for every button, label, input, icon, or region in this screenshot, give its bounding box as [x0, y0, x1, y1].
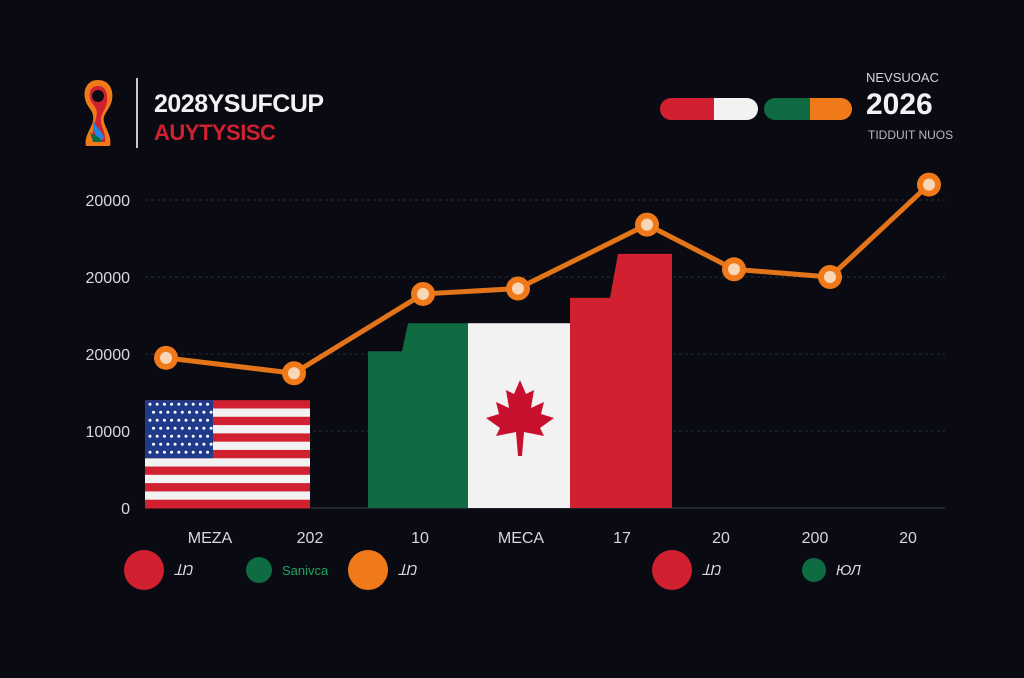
- x-tick-label: 202: [297, 530, 324, 547]
- header: 2028YSUFCUP AUYTYSISC NEVSUOAC 2026 TIDD…: [0, 0, 1024, 170]
- legend-item: ꞱŊ: [124, 550, 193, 590]
- line-point-center: [512, 282, 524, 295]
- y-tick-label: 0: [121, 501, 130, 518]
- y-tick-label: 20000: [86, 193, 131, 210]
- legend-label: ꞱŊ: [398, 562, 418, 579]
- x-tick-label: 10: [411, 530, 429, 547]
- legend-swatch-icon: [348, 550, 388, 590]
- x-tick-label: 17: [613, 530, 631, 547]
- legend: ꞱŊ Sanivca ꞱŊ ꞱŊ ЮЛ: [0, 540, 1024, 600]
- y-tick-label: 10000: [86, 424, 131, 441]
- page-subtitle: AUYTYSISC: [154, 120, 276, 145]
- x-tick-label: 20: [712, 530, 730, 547]
- line-point-center: [160, 351, 172, 364]
- legend-label: Sanivca: [282, 562, 329, 578]
- y-tick-label: 20000: [86, 347, 131, 364]
- chart: 0 10000 20000 20000 20000 MEZA 202 10 MEСA 17 20 20…: [86, 172, 945, 547]
- bar-mexico-green: [368, 323, 468, 508]
- year-subcaption: TIDDUIT NUOS: [868, 128, 954, 142]
- year-caption: NEVSUOAC: [866, 70, 939, 85]
- legend-item: ЮЛ: [802, 558, 861, 582]
- legend-item: ꞱŊ: [348, 550, 417, 590]
- line-point-center: [641, 218, 653, 231]
- line-point-center: [288, 367, 300, 380]
- bar-usa-flag: [145, 400, 310, 509]
- legend-label: ꞱŊ: [702, 562, 722, 579]
- legend-label: ЮЛ: [836, 561, 861, 579]
- legend-swatch-icon: [124, 550, 164, 590]
- year-label: 2026: [866, 88, 933, 121]
- header-divider: [136, 78, 138, 148]
- x-tick-label: MEСA: [498, 530, 545, 547]
- line-point-center: [417, 287, 429, 300]
- legend-item: ꞱŊ: [652, 550, 721, 590]
- legend-swatch-icon: [652, 550, 692, 590]
- color-pill-red-white: [660, 98, 758, 120]
- y-tick-label: 20000: [86, 270, 131, 287]
- line-point-center: [728, 263, 740, 276]
- line-point-center: [824, 271, 836, 283]
- x-tick-label: MEZA: [188, 530, 233, 547]
- page-title: 2028YSUFCUP: [154, 90, 324, 118]
- color-pill-green-orange: [764, 98, 852, 120]
- trophy-logo-icon: [84, 80, 113, 146]
- x-tick-label: 20: [899, 530, 917, 547]
- line-point-center: [923, 178, 935, 191]
- legend-label: ꞱŊ: [174, 562, 194, 579]
- legend-swatch-icon: [802, 558, 826, 582]
- maple-leaf-icon: [486, 380, 554, 456]
- bar-red: [570, 253, 672, 508]
- x-tick-label: 200: [802, 530, 829, 547]
- line-series: [165, 182, 931, 376]
- legend-item: Sanivca: [246, 557, 328, 583]
- legend-swatch-icon: [246, 557, 272, 583]
